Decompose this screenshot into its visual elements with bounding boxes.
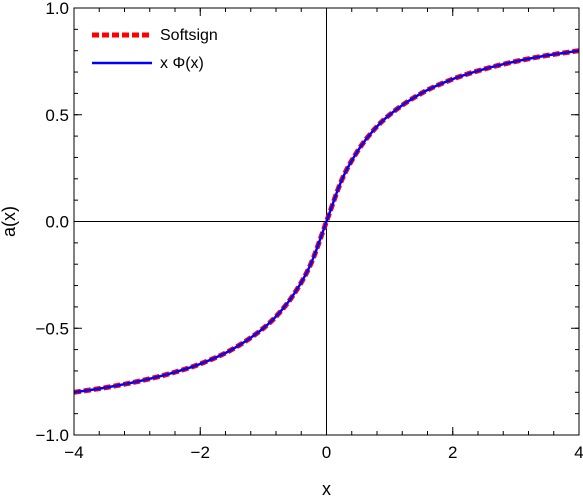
y-tick-label: 0.0	[45, 213, 69, 232]
legend-label-softsign: Softsign	[160, 27, 218, 44]
x-tick-label: 4	[574, 443, 583, 462]
x-tick-label: −4	[64, 443, 83, 462]
legend: Softsign x Φ(x)	[92, 27, 218, 72]
series-lines	[73, 48, 580, 395]
tick-labels: −4 −2 0 2 4 −1.0 −0.5 0.0 0.5 1.0	[35, 0, 583, 462]
legend-label-xphi: x Φ(x)	[160, 55, 204, 72]
y-tick-label: 1.0	[45, 0, 69, 18]
plot-frame	[73, 7, 580, 436]
y-tick-label: 0.5	[45, 106, 69, 125]
y-tick-label: −1.0	[35, 426, 69, 445]
x-tick-label: 2	[448, 443, 457, 462]
y-axis-label: a(x)	[0, 206, 19, 237]
series-line-xphi	[73, 49, 580, 394]
x-tick-label: −2	[191, 443, 210, 462]
x-tick-label: 0	[322, 443, 331, 462]
x-axis-label: x	[322, 479, 331, 498]
y-tick-label: −0.5	[35, 319, 69, 338]
